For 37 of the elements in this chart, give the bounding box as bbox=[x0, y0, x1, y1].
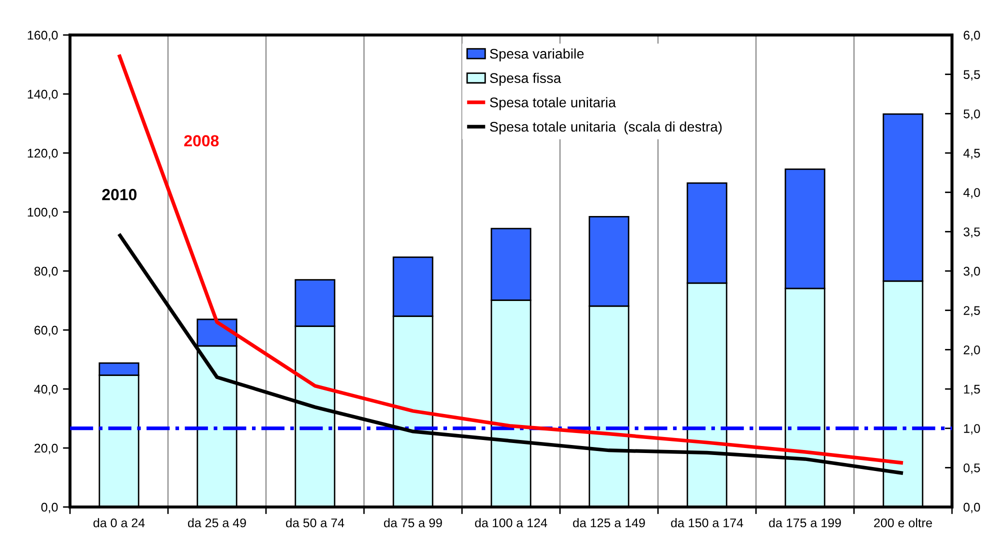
y-tick-label: 60,0 bbox=[34, 326, 58, 336]
legend-label: Spesa variabile bbox=[490, 48, 584, 62]
x-tick-label: da 150 a 174 bbox=[671, 518, 744, 528]
y-tick-label: 140,0 bbox=[28, 90, 58, 100]
x-tick-label: da 25 a 49 bbox=[188, 518, 246, 528]
y2-tick-label: 1,5 bbox=[964, 384, 980, 396]
legend-label: Spesa fissa bbox=[490, 72, 562, 86]
y2-tick-label: 1,0 bbox=[964, 424, 980, 434]
y2-tick-label: 2,5 bbox=[964, 306, 980, 316]
y-tick-label: 40,0 bbox=[34, 384, 58, 396]
legend-label: Spesa totale unitaria (scala di destra) bbox=[490, 121, 722, 134]
x-tick-label: da 0 a 24 bbox=[93, 518, 145, 528]
x-tick-label: da 100 a 124 bbox=[475, 518, 548, 528]
annotation: 2010 bbox=[102, 188, 137, 200]
y2-tick-label: 4,0 bbox=[963, 188, 980, 198]
x-tick-label: da 75 a 99 bbox=[384, 518, 442, 528]
y-tick-label: 80,0 bbox=[34, 266, 58, 278]
y2-tick-label: 0,0 bbox=[964, 502, 980, 514]
y2-tick-label: 0,5 bbox=[964, 463, 980, 474]
y2-tick-label: 6,0 bbox=[964, 30, 980, 42]
y2-tick-label: 2,0 bbox=[964, 345, 980, 356]
y2-tick-label: 5,5 bbox=[964, 70, 980, 80]
legend-label: Spesa totale unitaria bbox=[490, 97, 616, 110]
x-tick-label: 200 e oltre bbox=[874, 518, 932, 528]
x-tick-label: da 125 a 149 bbox=[573, 518, 645, 528]
y2-tick-label: 3,0 bbox=[964, 266, 980, 278]
x-tick-label: da 50 a 74 bbox=[286, 518, 344, 528]
x-tick-label: da 175 a 199 bbox=[769, 518, 841, 528]
y-tick-label: 120,0 bbox=[28, 148, 58, 160]
y-tick-label: 0,0 bbox=[41, 502, 58, 514]
y-tick-label: 100,0 bbox=[28, 208, 58, 218]
y2-tick-label: 4,5 bbox=[963, 148, 980, 160]
y-tick-label: 20,0 bbox=[34, 444, 58, 454]
y2-tick-label: 5,0 bbox=[964, 109, 980, 120]
annotation: 2008 bbox=[184, 135, 219, 146]
y2-tick-label: 3,5 bbox=[964, 227, 980, 238]
y-tick-label: 160,0 bbox=[28, 30, 58, 42]
